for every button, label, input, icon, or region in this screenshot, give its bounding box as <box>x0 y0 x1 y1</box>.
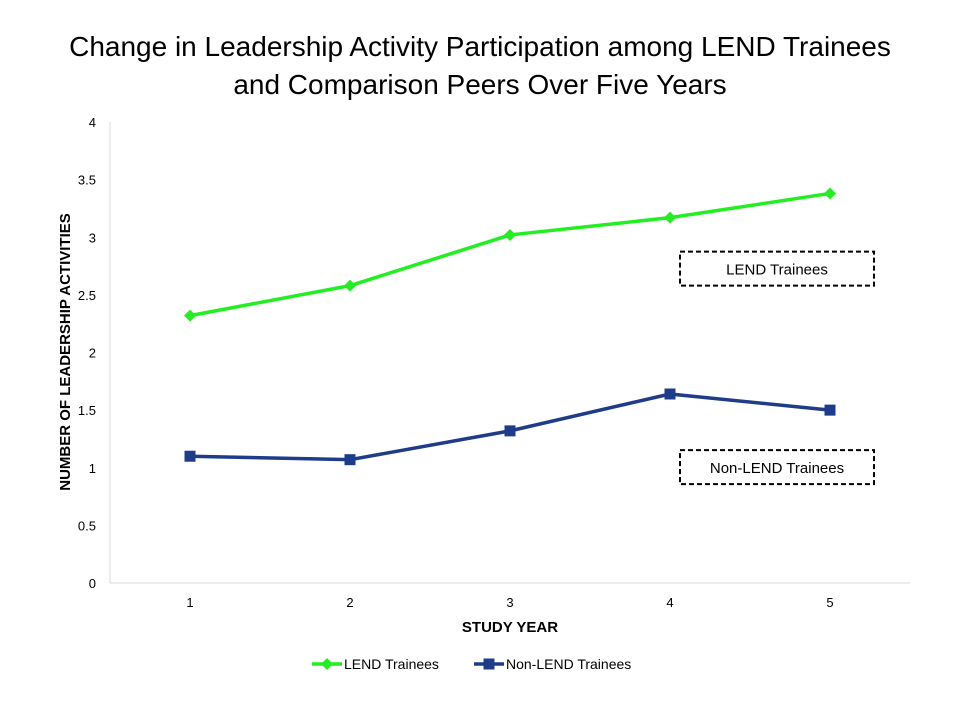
data-point-square <box>344 454 356 466</box>
y-tick-label: 0.5 <box>78 518 96 533</box>
y-tick-label: 1.5 <box>78 403 96 418</box>
legend-label: Non-LEND Trainees <box>506 656 631 672</box>
x-tick-label: 2 <box>346 595 353 610</box>
data-point-diamond <box>504 228 516 241</box>
axes <box>109 122 910 584</box>
x-tick-labels: 1 2 3 4 5 <box>186 595 833 610</box>
data-point-diamond <box>824 187 836 200</box>
annotation-box <box>679 250 875 287</box>
legend-label: LEND Trainees <box>344 656 439 672</box>
legend-marker-diamond <box>321 658 333 670</box>
y-tick-label: 3 <box>89 230 96 245</box>
series-line-1 <box>189 191 831 318</box>
annotation-box <box>679 449 875 486</box>
annotation-label: Non-LEND Trainees <box>710 460 844 477</box>
data-point-square <box>504 425 516 437</box>
y-tick-label: 0 <box>89 576 96 591</box>
y-tick-label: 2 <box>89 346 96 361</box>
y-tick-label: 2.5 <box>78 288 96 303</box>
data-point-diamond <box>184 309 196 322</box>
x-axis-label: STUDY YEAR <box>462 619 558 636</box>
annotations: LEND Trainees Non-LEND Trainees <box>679 250 875 486</box>
y-axis-label: NUMBER OF LEADERSHIP ACTIVITIES <box>57 213 74 491</box>
data-point-square <box>824 404 836 416</box>
x-tick-label: 5 <box>826 595 833 610</box>
y-tick-label: 3.5 <box>78 173 96 188</box>
data-point-square <box>664 388 676 400</box>
legend: LEND Trainees Non-LEND Trainees <box>312 656 631 672</box>
x-tick-label: 4 <box>666 595 673 610</box>
y-tick-label: 1 <box>89 461 96 476</box>
y-tick-labels: 0 0.5 1 1.5 2 2.5 3 3.5 4 <box>78 115 96 591</box>
annotation-label: LEND Trainees <box>726 262 828 279</box>
chart-title: Change in Leadership Activity Participat… <box>69 31 891 100</box>
y-tick-label: 4 <box>89 115 96 130</box>
data-point-square <box>184 450 196 462</box>
x-tick-label: 1 <box>186 595 193 610</box>
data-point-diamond <box>664 211 676 224</box>
legend-marker-square <box>483 658 495 670</box>
data-point-diamond <box>344 279 356 292</box>
x-tick-label: 3 <box>506 595 513 610</box>
series-lines <box>184 187 836 466</box>
